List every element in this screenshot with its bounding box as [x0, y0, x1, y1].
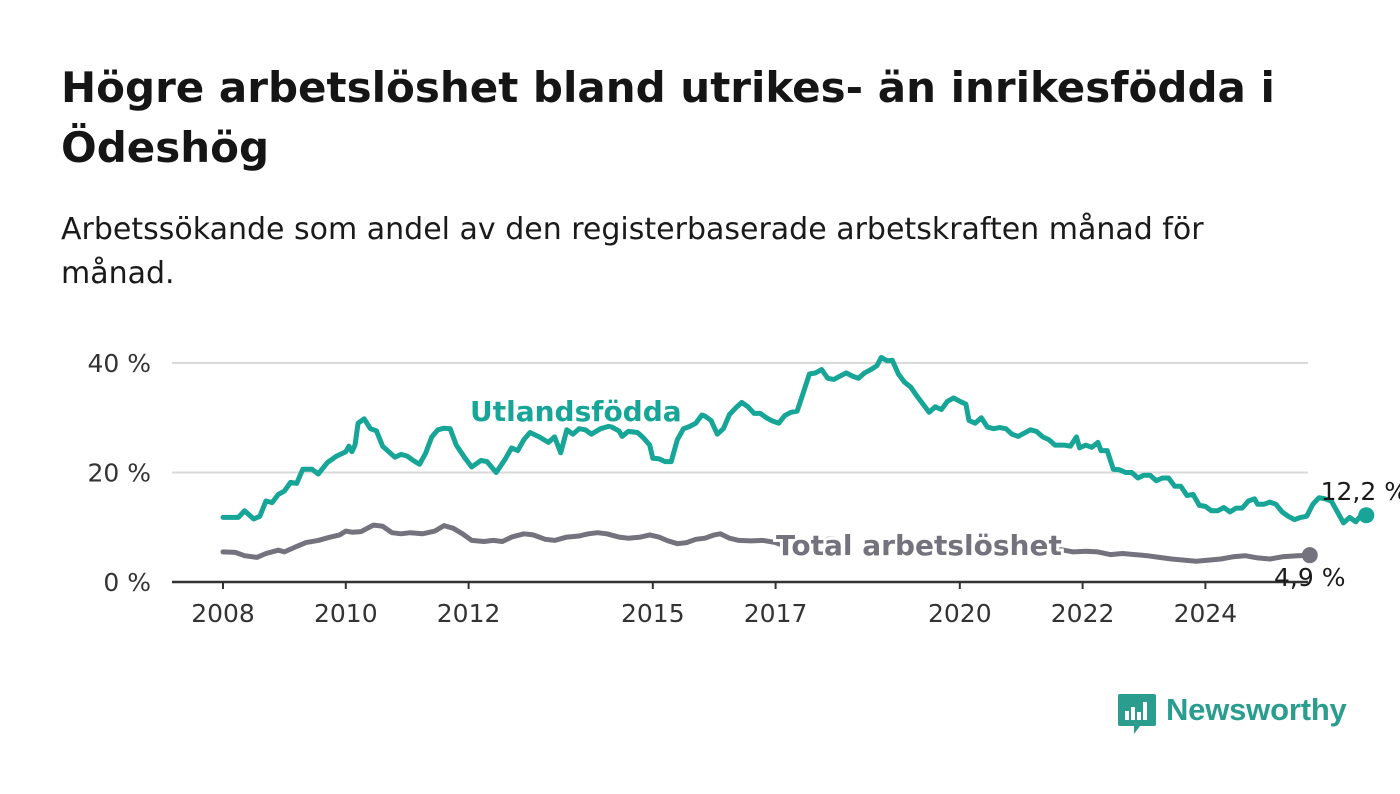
end-value-label: 4,9 %	[1274, 563, 1345, 592]
chart-title: Högre arbetslöshet bland utrikes- än inr…	[61, 63, 1275, 172]
x-tick-label: 2015	[621, 599, 685, 628]
chart-subtitle: Arbetssökande som andel av den registerb…	[61, 212, 1204, 291]
newsworthy-logo: Newsworthy	[1118, 690, 1358, 736]
x-tick-label: 2008	[191, 599, 255, 628]
series-line	[220, 522, 837, 560]
x-tick-label: 2022	[1051, 599, 1115, 628]
series-label-total: Total arbetslöshet	[776, 529, 1062, 562]
x-tick-label: 2012	[437, 599, 501, 628]
x-tick-label: 2017	[744, 599, 808, 628]
newsworthy-logo-text: Newsworthy	[1166, 692, 1347, 727]
series-end-point	[1301, 547, 1318, 564]
series-line	[1034, 546, 1313, 564]
x-tick-label: 2010	[314, 599, 378, 628]
series-line	[220, 355, 1369, 526]
series-label-utlandsfodda: Utlandsfödda	[470, 395, 682, 428]
end-value-label: 12,2 %	[1321, 477, 1400, 506]
series-end-point	[1358, 507, 1375, 524]
y-tick-label: 20 %	[87, 459, 151, 488]
y-tick-label: 0 %	[103, 568, 151, 597]
x-tick-label: 2020	[928, 599, 992, 628]
x-tick-label: 2024	[1174, 599, 1238, 628]
newsworthy-logo-icon	[1118, 694, 1156, 734]
y-tick-label: 40 %	[87, 349, 151, 378]
